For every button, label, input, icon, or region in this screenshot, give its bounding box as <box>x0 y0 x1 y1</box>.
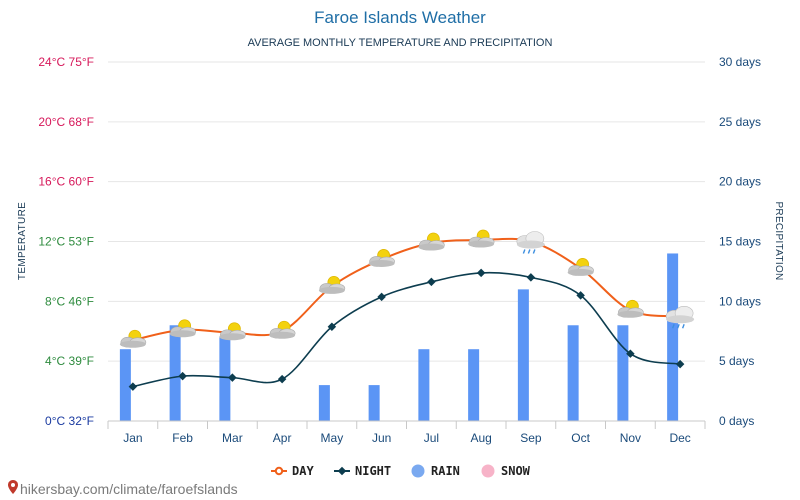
night-point <box>228 373 237 382</box>
rain-bar <box>617 325 629 421</box>
partly-cloudy-icon <box>169 319 196 338</box>
y-right-tick-label: 10 days <box>719 294 761 308</box>
x-tick-label: Nov <box>620 431 641 445</box>
x-axis: Jan Feb Mar Apr May Jun Jul Aug Sep Oct Nov Dec <box>107 420 706 445</box>
partly-cloudy-icon <box>119 329 147 348</box>
x-tick-label: Aug <box>470 431 491 445</box>
y-right-tick-label: 15 days <box>719 235 761 249</box>
y-left-tick-label: 24°C 75°F <box>38 55 94 69</box>
y-left-tick-label: 12°C 53°F <box>38 235 94 249</box>
right-axis-label: PRECIPITATION <box>773 201 784 280</box>
partly-cloudy-icon <box>567 258 594 276</box>
x-tick-label: Mar <box>222 431 243 445</box>
legend-night-marker <box>337 466 347 476</box>
rain-bar <box>368 385 380 421</box>
y-left-tick-label: 4°C 39°F <box>45 354 94 368</box>
partly-cloudy-icon <box>368 249 395 267</box>
y-right-tick-label: 20 days <box>719 175 761 189</box>
legend-day-label: DAY <box>292 464 314 478</box>
partly-cloudy-icon <box>269 320 296 339</box>
day-temperature-line <box>132 237 681 342</box>
night-point <box>526 273 536 282</box>
rain-bars <box>119 253 679 421</box>
night-point <box>675 359 685 369</box>
partly-cloudy-icon <box>318 275 346 294</box>
rain-bar <box>468 349 480 421</box>
night-point <box>377 292 386 302</box>
x-tick-label: Sep <box>520 431 542 445</box>
night-point <box>327 322 337 332</box>
night-point <box>576 291 585 300</box>
temperature-lines <box>128 237 685 391</box>
legend-snow-label: SNOW <box>501 464 531 478</box>
x-tick-label: Oct <box>571 431 590 445</box>
legend-item-night[interactable]: NIGHT <box>334 464 391 478</box>
legend-item-rain[interactable]: RAIN <box>411 464 460 478</box>
legend-rain-label: RAIN <box>431 464 460 478</box>
rain-bar <box>418 349 430 421</box>
y-right-tick-label: 0 days <box>719 414 754 428</box>
rain-bar <box>169 325 181 421</box>
y-left-tick-label: 0°C 32°F <box>45 414 94 428</box>
source-attribution[interactable]: hikersbay.com/climate/faroefslands <box>8 480 238 497</box>
weather-icons <box>119 229 695 348</box>
left-axis-label: TEMPERATURE <box>17 202 28 280</box>
x-tick-label: Feb <box>172 431 193 445</box>
x-tick-label: Apr <box>273 431 292 445</box>
night-point <box>277 374 287 384</box>
location-pin-icon <box>8 480 18 494</box>
partly-cloudy-icon <box>418 232 445 251</box>
y-right-tick-label: 30 days <box>719 55 761 69</box>
y-right-tick-label: 25 days <box>719 115 761 129</box>
source-link[interactable]: hikersbay.com/climate/faroefslands <box>20 481 238 497</box>
chart-title: Faroe Islands Weather <box>314 8 486 27</box>
night-point <box>476 268 486 278</box>
legend-day-marker <box>274 466 284 476</box>
rain-cloud-icon <box>516 231 545 254</box>
rain-cloud-icon <box>665 305 695 329</box>
night-point <box>427 277 436 287</box>
chart-subtitle: AVERAGE MONTHLY TEMPERATURE AND PRECIPIT… <box>248 37 553 49</box>
x-tick-label: May <box>321 431 344 445</box>
rain-bar <box>667 253 679 421</box>
x-tick-label: Jun <box>372 431 391 445</box>
y-left-tick-label: 16°C 60°F <box>38 175 94 189</box>
rain-bar <box>318 385 330 421</box>
y-right-tick-label: 5 days <box>719 354 754 368</box>
night-point <box>128 382 138 391</box>
rain-bar <box>119 349 131 421</box>
x-tick-label: Jan <box>123 431 142 445</box>
partly-cloudy-icon <box>219 322 246 341</box>
left-axis-ticks: 0°C 32°F 4°C 39°F 8°C 46°F 12°C 53°F 16°C 60… <box>38 55 94 428</box>
gridlines <box>108 61 705 422</box>
x-tick-label: Jul <box>424 431 439 445</box>
night-point <box>178 371 187 381</box>
legend-item-day[interactable]: DAY <box>271 464 314 478</box>
partly-cloudy-icon <box>468 229 495 248</box>
legend-item-snow[interactable]: SNOW <box>481 464 531 478</box>
night-temperature-line <box>132 271 681 388</box>
legend-rain-swatch <box>411 464 425 478</box>
rain-bar <box>517 289 529 421</box>
legend-night-label: NIGHT <box>355 464 391 478</box>
legend: DAY NIGHT RAIN SNOW <box>271 464 531 478</box>
x-tick-label: Dec <box>669 431 690 445</box>
y-left-tick-label: 20°C 68°F <box>38 115 94 129</box>
right-axis-ticks: 0 days 5 days 10 days 15 days 20 days 25 days… <box>719 55 761 428</box>
y-left-tick-label: 8°C 46°F <box>45 294 94 308</box>
legend-snow-swatch <box>481 464 495 478</box>
partly-cloudy-icon <box>617 299 644 318</box>
night-point <box>626 349 635 358</box>
rain-bar <box>567 325 579 421</box>
rain-bar <box>219 337 231 421</box>
